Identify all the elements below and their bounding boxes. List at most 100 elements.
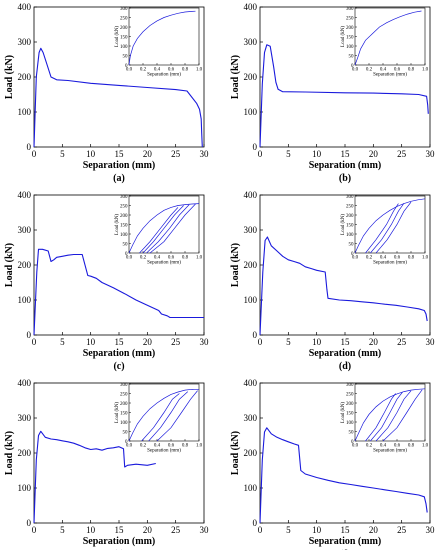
inset-x-tick-label: 0.8 [408, 256, 415, 261]
inset-x-tick-label: 0.2 [366, 68, 373, 73]
inset-x-tick-label: 0.2 [366, 444, 373, 449]
series-line [33, 248, 204, 336]
inset-curve [375, 201, 412, 254]
inset-x-tick-label: 0.0 [352, 256, 359, 261]
x-tick-label: 5 [286, 149, 291, 159]
inset-x-tick-label: 0.6 [168, 444, 175, 449]
x-tick-label: 20 [369, 149, 379, 159]
inset-y-tick-label: 50 [349, 242, 355, 247]
x-tick-label: 15 [341, 525, 351, 535]
y-tick-label: 200 [18, 72, 32, 82]
inset-x-tick-label: 0.0 [126, 256, 133, 261]
inset-y-tick-label: 0 [125, 252, 128, 257]
inset-curve [139, 207, 179, 254]
inset-curve [370, 391, 403, 442]
y-axis-label: Load (kN) [4, 243, 15, 287]
inset-x-tick-label: 0.4 [154, 444, 161, 449]
inset-y-axis-label: Load (kN) [341, 214, 346, 235]
inset-y-tick-label: 150 [346, 411, 354, 416]
x-tick-label: 30 [426, 525, 436, 535]
inset-y-tick-label: 300 [120, 7, 128, 12]
inset-curve [354, 388, 426, 442]
inset-y-tick-label: 150 [346, 35, 354, 40]
inset-curve [354, 198, 426, 254]
inset-y-tick-label: 100 [120, 421, 128, 426]
inset-chart: 0.0 0.2 0.4 0.6 0.8 1.0 0 50 100 150 200 250 300 Sepa… [115, 195, 203, 266]
x-tick-label: 15 [341, 337, 351, 347]
inset-y-tick-label: 50 [123, 242, 129, 247]
y-tick-label: 300 [18, 37, 32, 47]
x-tick-label: 30 [200, 337, 210, 347]
x-tick-label: 30 [200, 525, 210, 535]
inset-x-tick-label: 0.8 [408, 68, 415, 73]
y-tick-label: 100 [18, 483, 32, 493]
inset-y-axis-label: Load (kN) [341, 26, 346, 47]
x-tick-label: 15 [115, 337, 125, 347]
y-tick-label: 0 [27, 142, 32, 152]
x-tick-label: 15 [341, 149, 351, 159]
inset-x-tick-label: 1.0 [422, 68, 429, 73]
inset-y-tick-label: 300 [120, 195, 128, 200]
x-tick-label: 10 [86, 525, 96, 535]
inset-chart: 0.0 0.2 0.4 0.6 0.8 1.0 0 50 100 150 200 250 300 Sepa… [341, 7, 429, 78]
inset-y-tick-label: 250 [120, 16, 128, 21]
x-tick-label: 5 [286, 525, 291, 535]
y-tick-label: 400 [18, 190, 32, 200]
inset-curve [142, 205, 184, 254]
series-line [259, 427, 428, 524]
x-axis-label: Separation (mm) [83, 348, 156, 359]
inset-y-tick-label: 300 [346, 195, 354, 200]
inset-y-tick-label: 250 [346, 16, 354, 21]
x-tick-label: 0 [258, 149, 263, 159]
panel-label: (c) [113, 361, 124, 372]
inset-y-axis-label: Load (kN) [115, 214, 120, 235]
inset-x-axis-label: Separation (mm) [147, 261, 181, 266]
inset-y-tick-label: 250 [346, 204, 354, 209]
inset-x-tick-label: 0.0 [126, 68, 133, 73]
x-tick-label: 10 [86, 337, 96, 347]
inset-x-tick-label: 0.0 [126, 444, 133, 449]
x-tick-label: 10 [312, 149, 322, 159]
inset-y-tick-label: 150 [120, 411, 128, 416]
y-tick-label: 300 [18, 413, 32, 423]
inset-y-tick-label: 50 [349, 54, 355, 59]
inset-y-tick-label: 0 [125, 440, 128, 445]
inset-y-tick-label: 200 [120, 402, 128, 407]
inset-x-tick-label: 0.8 [182, 256, 189, 261]
y-tick-label: 0 [27, 518, 32, 528]
inset-chart: 0.0 0.2 0.4 0.6 0.8 1.0 0 50 100 150 200 250 300 Sepa… [115, 383, 203, 454]
x-tick-label: 25 [171, 337, 181, 347]
inset-y-tick-label: 300 [120, 383, 128, 388]
x-tick-label: 5 [60, 525, 65, 535]
x-tick-label: 0 [258, 525, 263, 535]
inset-x-tick-label: 0.0 [352, 68, 359, 73]
inset-y-tick-label: 50 [123, 54, 129, 59]
inset-curve [375, 390, 412, 442]
y-tick-label: 100 [244, 483, 258, 493]
inset-y-tick-label: 200 [120, 26, 128, 31]
x-axis-label: Separation (mm) [309, 348, 382, 359]
inset-x-tick-label: 0.2 [140, 256, 147, 261]
inset-y-tick-label: 250 [120, 204, 128, 209]
x-tick-label: 5 [60, 149, 65, 159]
y-tick-label: 200 [244, 72, 258, 82]
y-tick-label: 300 [244, 225, 258, 235]
series-line [259, 236, 428, 336]
x-tick-label: 20 [369, 337, 379, 347]
x-axis-label: Separation (mm) [309, 160, 382, 171]
x-tick-label: 15 [115, 149, 125, 159]
inset-x-tick-label: 0.6 [394, 444, 401, 449]
x-tick-label: 20 [369, 525, 379, 535]
inset-y-tick-label: 200 [346, 214, 354, 219]
y-axis-label: Load (kN) [4, 431, 15, 475]
inset-y-tick-label: 100 [346, 45, 354, 50]
inset-y-tick-label: 100 [120, 233, 128, 238]
y-tick-label: 200 [18, 448, 32, 458]
y-tick-label: 100 [18, 107, 32, 117]
inset-x-tick-label: 0.2 [140, 68, 147, 73]
x-axis-label: Separation (mm) [309, 536, 382, 547]
inset-x-tick-label: 0.0 [352, 444, 359, 449]
